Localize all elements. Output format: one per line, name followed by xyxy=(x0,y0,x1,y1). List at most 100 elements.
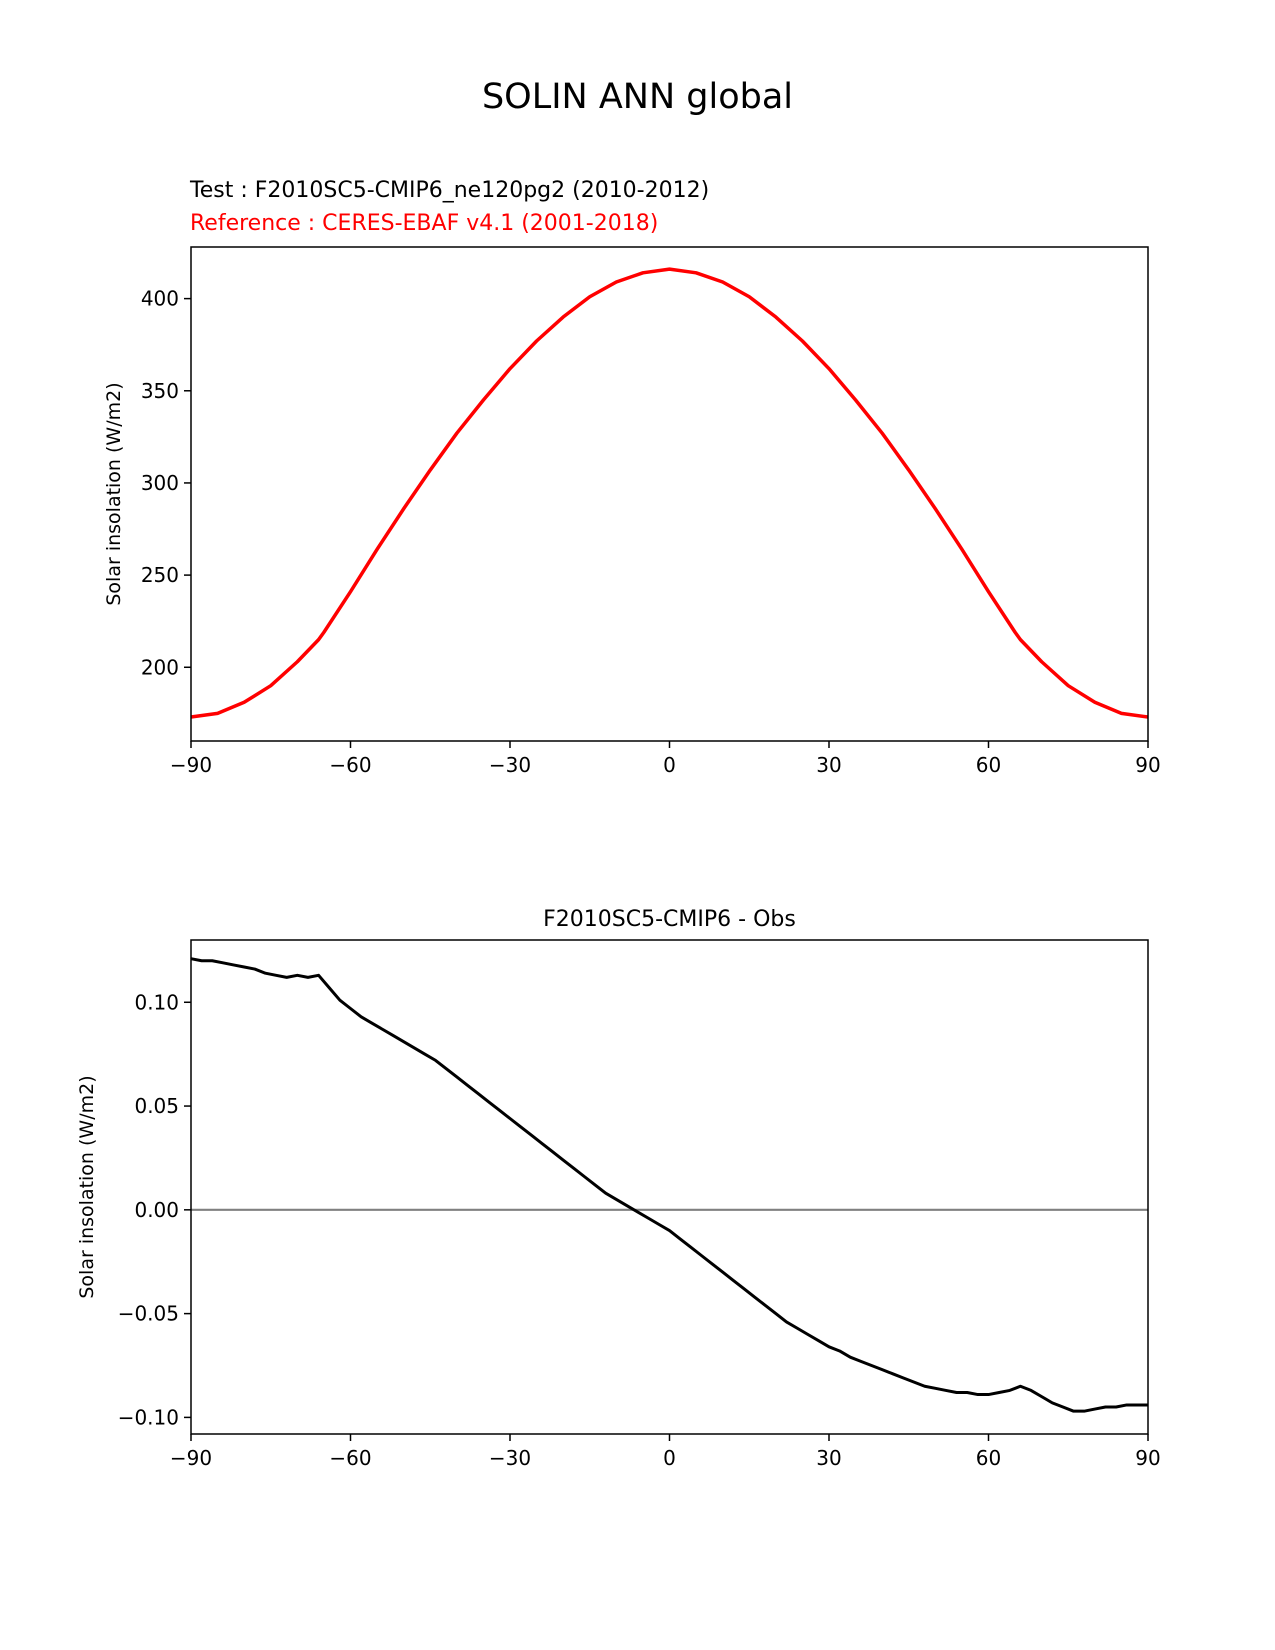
data-point xyxy=(376,548,378,550)
test-label: Test : F2010SC5-CMIP6_ne120pg2 (2010-201… xyxy=(189,178,709,203)
x-tick-label: 30 xyxy=(816,753,841,777)
y-tick-label: 0.00 xyxy=(134,1198,179,1222)
data-point xyxy=(1094,1408,1096,1410)
data-point xyxy=(381,1028,383,1030)
y-tick-label: 250 xyxy=(141,563,179,587)
data-point xyxy=(589,296,591,298)
data-point xyxy=(924,1385,926,1387)
data-point xyxy=(488,1101,490,1103)
data-point xyxy=(445,1068,447,1070)
x-tick-label: −90 xyxy=(170,1446,212,1470)
data-point xyxy=(775,1313,777,1315)
data-point xyxy=(796,1327,798,1329)
data-point xyxy=(286,976,288,978)
data-point xyxy=(732,1279,734,1281)
data-point xyxy=(753,1296,756,1298)
data-point xyxy=(349,1007,352,1010)
data-point xyxy=(1019,639,1022,641)
x-tick-label: −30 xyxy=(489,1446,531,1470)
data-point xyxy=(434,1059,437,1061)
y-tick-label: −0.10 xyxy=(118,1405,179,1429)
data-point xyxy=(956,1391,958,1394)
data-point xyxy=(222,962,224,964)
data-point xyxy=(743,1288,745,1290)
data-point xyxy=(849,1356,851,1358)
y-tick-label: 0.10 xyxy=(134,990,179,1014)
data-point xyxy=(700,1254,703,1257)
data-point xyxy=(594,1184,596,1186)
x-tick-label: 60 xyxy=(976,1446,1001,1470)
data-point xyxy=(839,1350,841,1352)
bottom-ticks: −90 −60 −30 0 30 60 90 −0.10 −0.05 0.00 0.05 0.10 xyxy=(118,990,1161,1470)
data-point xyxy=(296,974,298,976)
data-point xyxy=(498,1109,500,1111)
y-tick-label: 350 xyxy=(141,379,179,403)
bottom-y-axis-label: Solar insolation (W/m2) xyxy=(76,1075,98,1298)
data-point xyxy=(817,1340,819,1342)
data-point xyxy=(466,1084,469,1086)
x-tick-label: −60 xyxy=(329,753,371,777)
data-point xyxy=(275,974,277,976)
data-point xyxy=(254,968,256,970)
reference-label: Reference : CERES-EBAF v4.1 (2001-2018) xyxy=(190,211,658,236)
data-point xyxy=(642,272,644,274)
data-point xyxy=(1126,1404,1128,1406)
figure-title: SOLIN ANN global xyxy=(482,77,793,117)
data-point xyxy=(711,1263,713,1265)
data-point xyxy=(679,1238,681,1240)
data-point xyxy=(658,1223,660,1225)
data-point xyxy=(908,469,910,471)
data-point xyxy=(1083,1410,1085,1412)
data-point xyxy=(807,1333,809,1335)
data-point xyxy=(232,964,235,966)
x-tick-label: 60 xyxy=(976,753,1001,777)
data-point xyxy=(605,1192,607,1194)
data-point xyxy=(456,432,458,434)
data-point xyxy=(1067,685,1069,687)
data-point xyxy=(583,1176,586,1178)
data-point xyxy=(307,976,309,978)
difference-title: F2010SC5-CMIP6 - Obs xyxy=(543,907,796,932)
data-point xyxy=(429,469,431,471)
top-y-axis-label: Solar insolation (W/m2) xyxy=(103,382,125,605)
data-point xyxy=(828,368,830,370)
data-point xyxy=(328,987,330,989)
data-point xyxy=(987,591,990,593)
data-point xyxy=(1030,1389,1032,1392)
data-point xyxy=(573,1167,575,1169)
x-tick-label: 0 xyxy=(663,1446,676,1470)
data-point xyxy=(530,1134,532,1136)
data-point xyxy=(562,316,564,318)
data-point xyxy=(987,1393,990,1396)
data-point xyxy=(1136,1404,1138,1406)
x-tick-label: −60 xyxy=(329,1446,371,1470)
data-point xyxy=(764,1304,766,1306)
data-point xyxy=(870,1364,873,1367)
data-point xyxy=(392,1034,394,1037)
data-point xyxy=(339,999,341,1001)
x-tick-label: 90 xyxy=(1135,753,1160,777)
data-point xyxy=(1115,1406,1117,1408)
data-point xyxy=(318,974,320,976)
data-point xyxy=(270,685,272,687)
data-point xyxy=(243,966,245,968)
data-point xyxy=(371,1022,373,1024)
data-point xyxy=(977,1393,979,1396)
data-point xyxy=(637,1211,639,1213)
data-point xyxy=(477,1093,479,1095)
x-tick-label: 0 xyxy=(663,753,676,777)
data-point xyxy=(966,1391,968,1394)
data-point xyxy=(1072,1410,1075,1412)
top-panel: Test : F2010SC5-CMIP6_ne120pg2 (2010-201… xyxy=(103,178,1161,777)
y-tick-label: 0.05 xyxy=(134,1094,179,1118)
data-point xyxy=(1041,1396,1043,1398)
data-point xyxy=(216,712,219,714)
data-point xyxy=(403,1041,405,1043)
data-point xyxy=(913,1381,915,1383)
data-point xyxy=(668,1229,671,1232)
data-point xyxy=(615,281,617,283)
data-point xyxy=(1014,631,1016,633)
data-point xyxy=(785,1321,788,1323)
data-point xyxy=(1009,1389,1011,1392)
